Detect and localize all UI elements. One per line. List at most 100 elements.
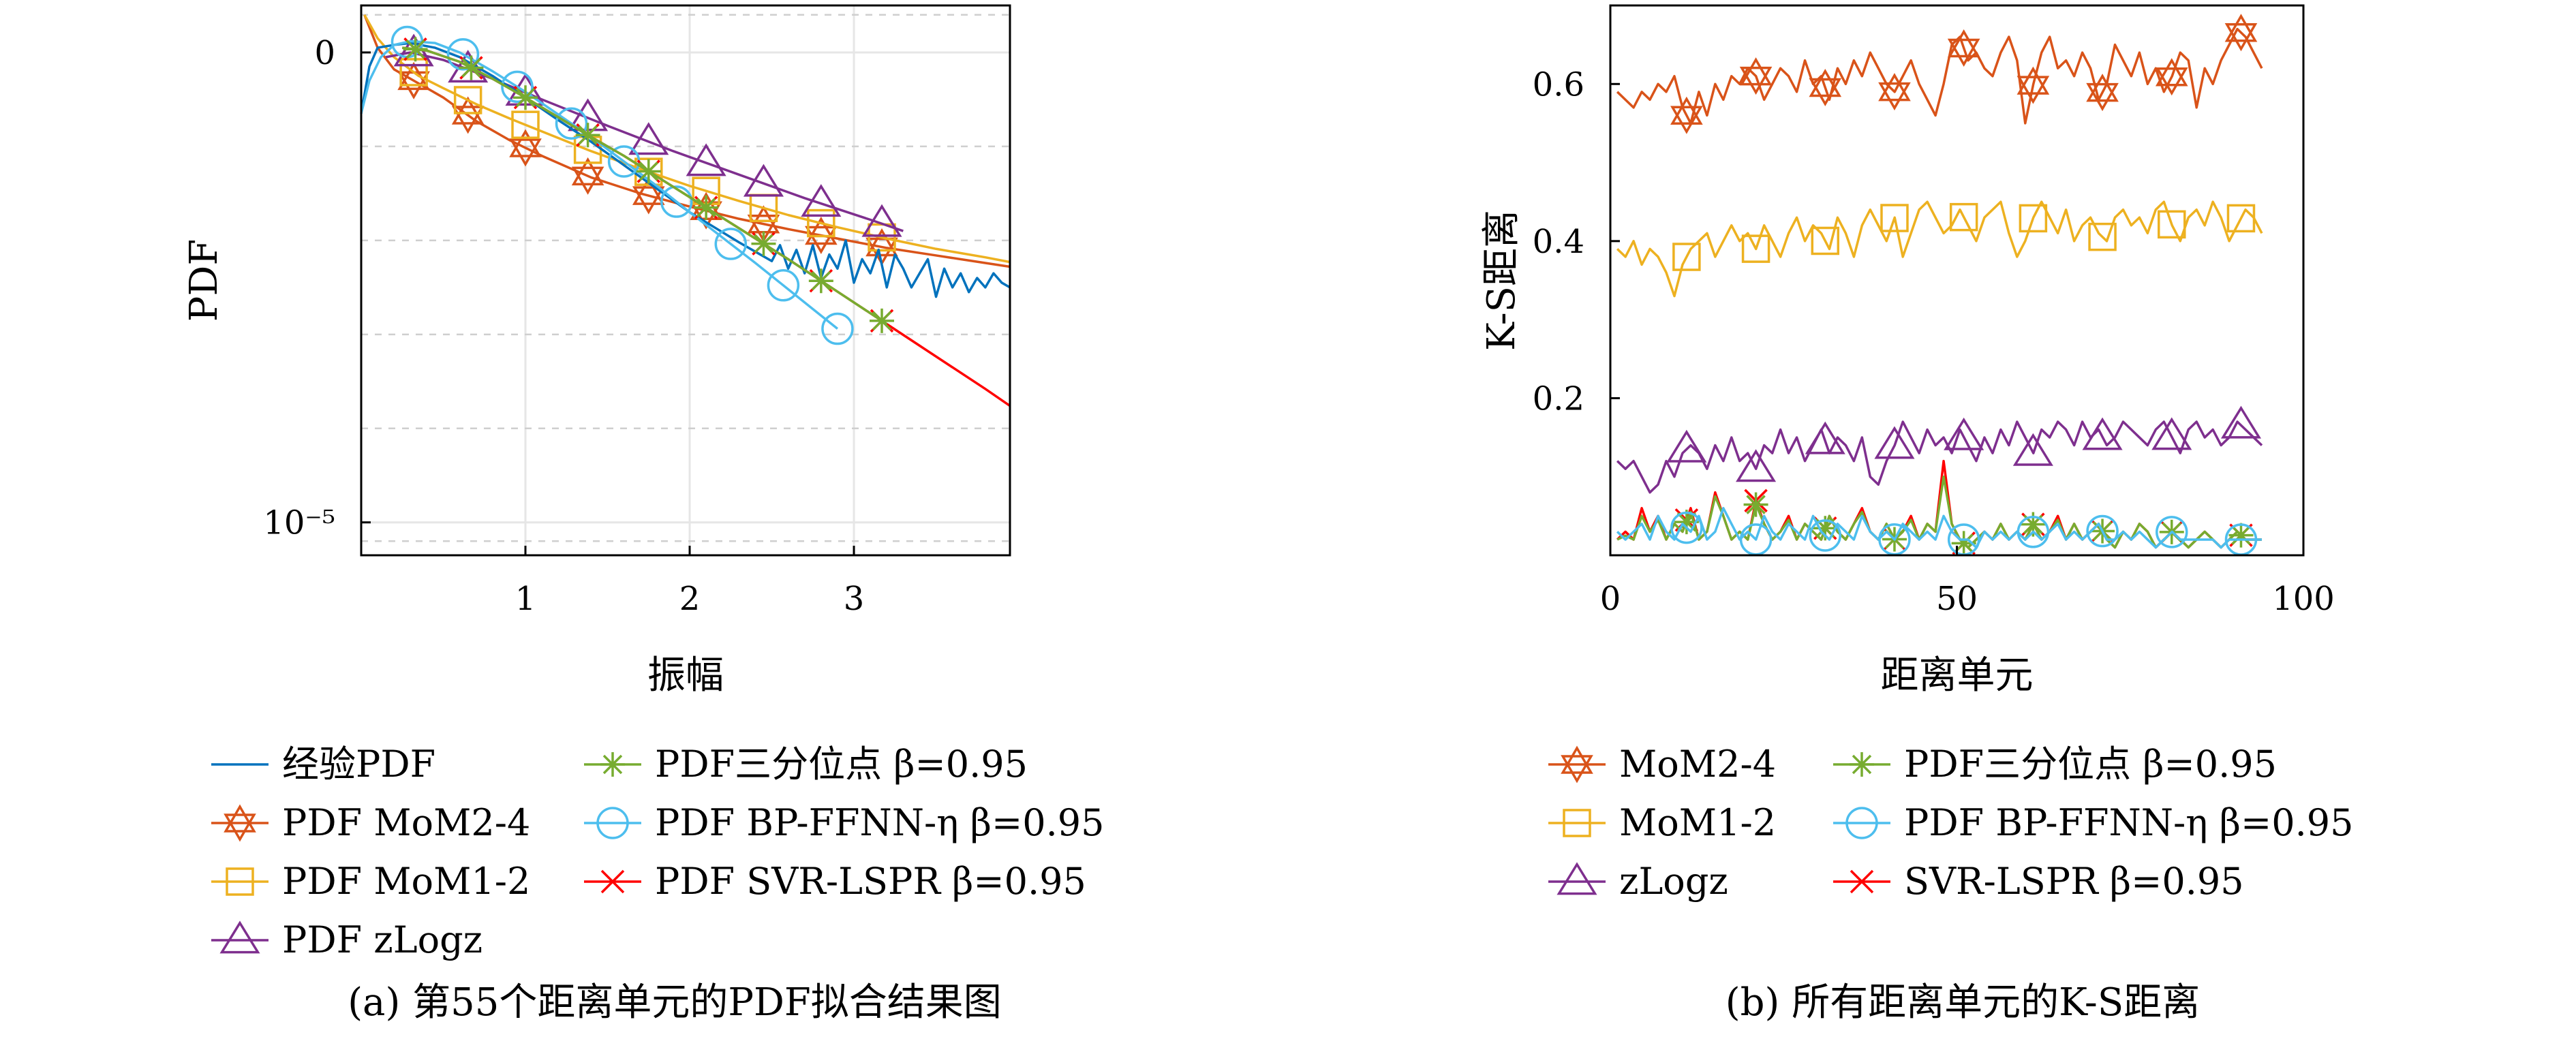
legend-label: PDF BP-FFNN-η β=0.95	[655, 801, 1104, 844]
panel-a-ticks: 1 2 3 0 10⁻⁵	[263, 34, 864, 618]
legend-entry-svr: PDF SVR-LSPR β=0.95	[584, 860, 1086, 903]
series-marker-mom24	[509, 129, 542, 167]
legend-label: MoM2-4	[1619, 743, 1776, 786]
series-marker-zlogz	[1944, 417, 1984, 450]
legend-marker-mom24	[224, 804, 256, 842]
legend-entry-mom24: MoM2-4	[1548, 743, 1776, 786]
series-marker-quantile	[1813, 516, 1838, 541]
series-marker-mom12	[2158, 210, 2186, 239]
series-marker-zlogz	[628, 122, 669, 155]
series-marker-bpffnn	[821, 312, 854, 345]
series-marker-quantile	[575, 123, 600, 148]
legend-entry-empirical: 经验PDF	[211, 743, 435, 786]
y-tick-label: 0.6	[1533, 65, 1584, 104]
panel-b-legend: MoM2-4 MoM1-2 zLogz PDF三分位点 β=0.95 PDF BP-FF…	[1548, 743, 2353, 903]
series-marker-mom24	[1878, 73, 1911, 111]
series-marker-zlogz	[1874, 426, 1915, 459]
series-marker-zlogz	[743, 164, 784, 197]
series-line-zlogz	[385, 51, 904, 232]
series-marker-mom12	[2226, 204, 2256, 233]
panel-a-xlabel: 振幅	[647, 653, 724, 698]
series-marker-mom24	[1739, 57, 1773, 95]
series-line-mom12	[1616, 200, 2263, 298]
series-marker-zlogz	[801, 184, 842, 217]
legend-marker-mom12	[1563, 809, 1591, 837]
legend-label: zLogz	[1619, 860, 1728, 903]
legend-entry-mom12: PDF MoM1-2	[211, 860, 530, 903]
series-marker-mom24	[2017, 66, 2050, 104]
series-marker-mom24	[1947, 29, 1980, 67]
legend-entry-quantile: PDF三分位点 β=0.95	[584, 743, 1028, 786]
series-marker-quantile	[2228, 523, 2254, 548]
series-marker-bpffnn	[714, 228, 748, 260]
series-marker-zlogz	[861, 204, 902, 237]
series-marker-bpffnn	[1809, 519, 1842, 552]
legend-entry-quantile: PDF三分位点 β=0.95	[1833, 743, 2277, 786]
series-marker-mom24	[2086, 74, 2119, 112]
legend-label: PDF zLogz	[282, 918, 482, 961]
legend-entry-mom24: PDF MoM2-4	[211, 801, 530, 844]
series-marker-bpffnn	[1670, 511, 1703, 544]
series-marker-quantile	[2021, 512, 2046, 537]
x-tick-label: 3	[844, 580, 865, 618]
y-tick-label: 10⁻⁵	[263, 504, 335, 542]
series-marker-mom24	[2224, 14, 2258, 52]
series-marker-mom12	[2019, 204, 2048, 233]
series-marker-mom12	[807, 208, 835, 238]
series-marker-bpffnn	[2017, 516, 2050, 548]
panel-b-caption: (b) 所有距离单元的K-S距离	[1726, 980, 2200, 1025]
panel-a-plot-frame	[360, 4, 1011, 557]
series-marker-bpffnn	[501, 70, 534, 104]
legend-entry-svr: SVR-LSPR β=0.95	[1833, 860, 2244, 903]
legend-label: SVR-LSPR β=0.95	[1904, 860, 2244, 903]
series-marker-quantile	[1951, 531, 1976, 556]
legend-marker-zlogz	[1557, 862, 1597, 895]
series-marker-quantile	[403, 37, 428, 62]
legend-marker-bpffnn	[1845, 807, 1878, 839]
series-marker-quantile	[751, 231, 776, 256]
series-marker-zlogz	[686, 143, 726, 176]
y-tick-label: 0.4	[1533, 223, 1584, 261]
series-line-quantile	[402, 46, 888, 326]
series-marker-quantile	[870, 308, 895, 333]
series-line-zlogz	[1616, 420, 2263, 494]
series-marker-zlogz	[2220, 405, 2262, 439]
legend-label: MoM1-2	[1619, 801, 1776, 844]
panel-b-ks-distance: 0 50 100 0.2 0.4 0.6 距离单元 K-S距离 MoM2-4 MoM1-2 z…	[1479, 4, 2353, 1025]
series-marker-zlogz	[1805, 421, 1845, 454]
panel-a-pdf-fit: 1 2 3 0 10⁻⁵ 振幅 PDF 经验PDF PDF MoM2-4 PDF MoM1-…	[182, 4, 1104, 1025]
series-marker-bpffnn	[2156, 516, 2188, 548]
x-tick-label: 1	[515, 580, 536, 618]
legend-entry-zlogz: PDF zLogz	[211, 918, 482, 961]
series-marker-bpffnn	[555, 107, 588, 140]
series-marker-mom12	[453, 86, 482, 114]
legend-marker-quantile	[1850, 752, 1874, 777]
series-line-mom24	[1616, 27, 2263, 125]
series-marker-bpffnn	[446, 37, 480, 71]
panel-a-series	[360, 14, 1011, 407]
series-marker-zlogz	[1736, 449, 1777, 482]
panel-a-caption: (a) 第55个距离单元的PDF拟合结果图	[348, 980, 1002, 1025]
series-marker-mom24	[632, 176, 665, 215]
series-marker-quantile	[636, 159, 661, 184]
legend-label: PDF三分位点 β=0.95	[1904, 743, 2277, 786]
series-marker-mom24	[805, 217, 838, 255]
series-marker-mom12	[511, 110, 540, 139]
series-marker-mom12	[1672, 243, 1701, 271]
panel-b-xlabel: 距离单元	[1881, 653, 2034, 698]
panel-b-series	[1616, 14, 2263, 556]
series-marker-zlogz	[1666, 429, 1707, 463]
legend-marker-svr	[1850, 869, 1874, 894]
series-marker-bpffnn	[767, 269, 800, 302]
legend-entry-bpffnn: PDF BP-FFNN-η β=0.95	[1833, 801, 2353, 844]
panel-b-ticks: 0 50 100 0.2 0.4 0.6	[1533, 65, 2335, 618]
series-marker-quantile	[513, 85, 538, 110]
series-marker-zlogz	[2082, 417, 2123, 450]
series-marker-mom12	[1880, 204, 1909, 232]
series-line-bpffnn	[1616, 507, 2262, 549]
series-marker-quantile	[459, 55, 484, 80]
legend-label: PDF三分位点 β=0.95	[655, 743, 1028, 786]
series-marker-mom24	[571, 157, 604, 195]
x-tick-label: 100	[2272, 580, 2335, 618]
